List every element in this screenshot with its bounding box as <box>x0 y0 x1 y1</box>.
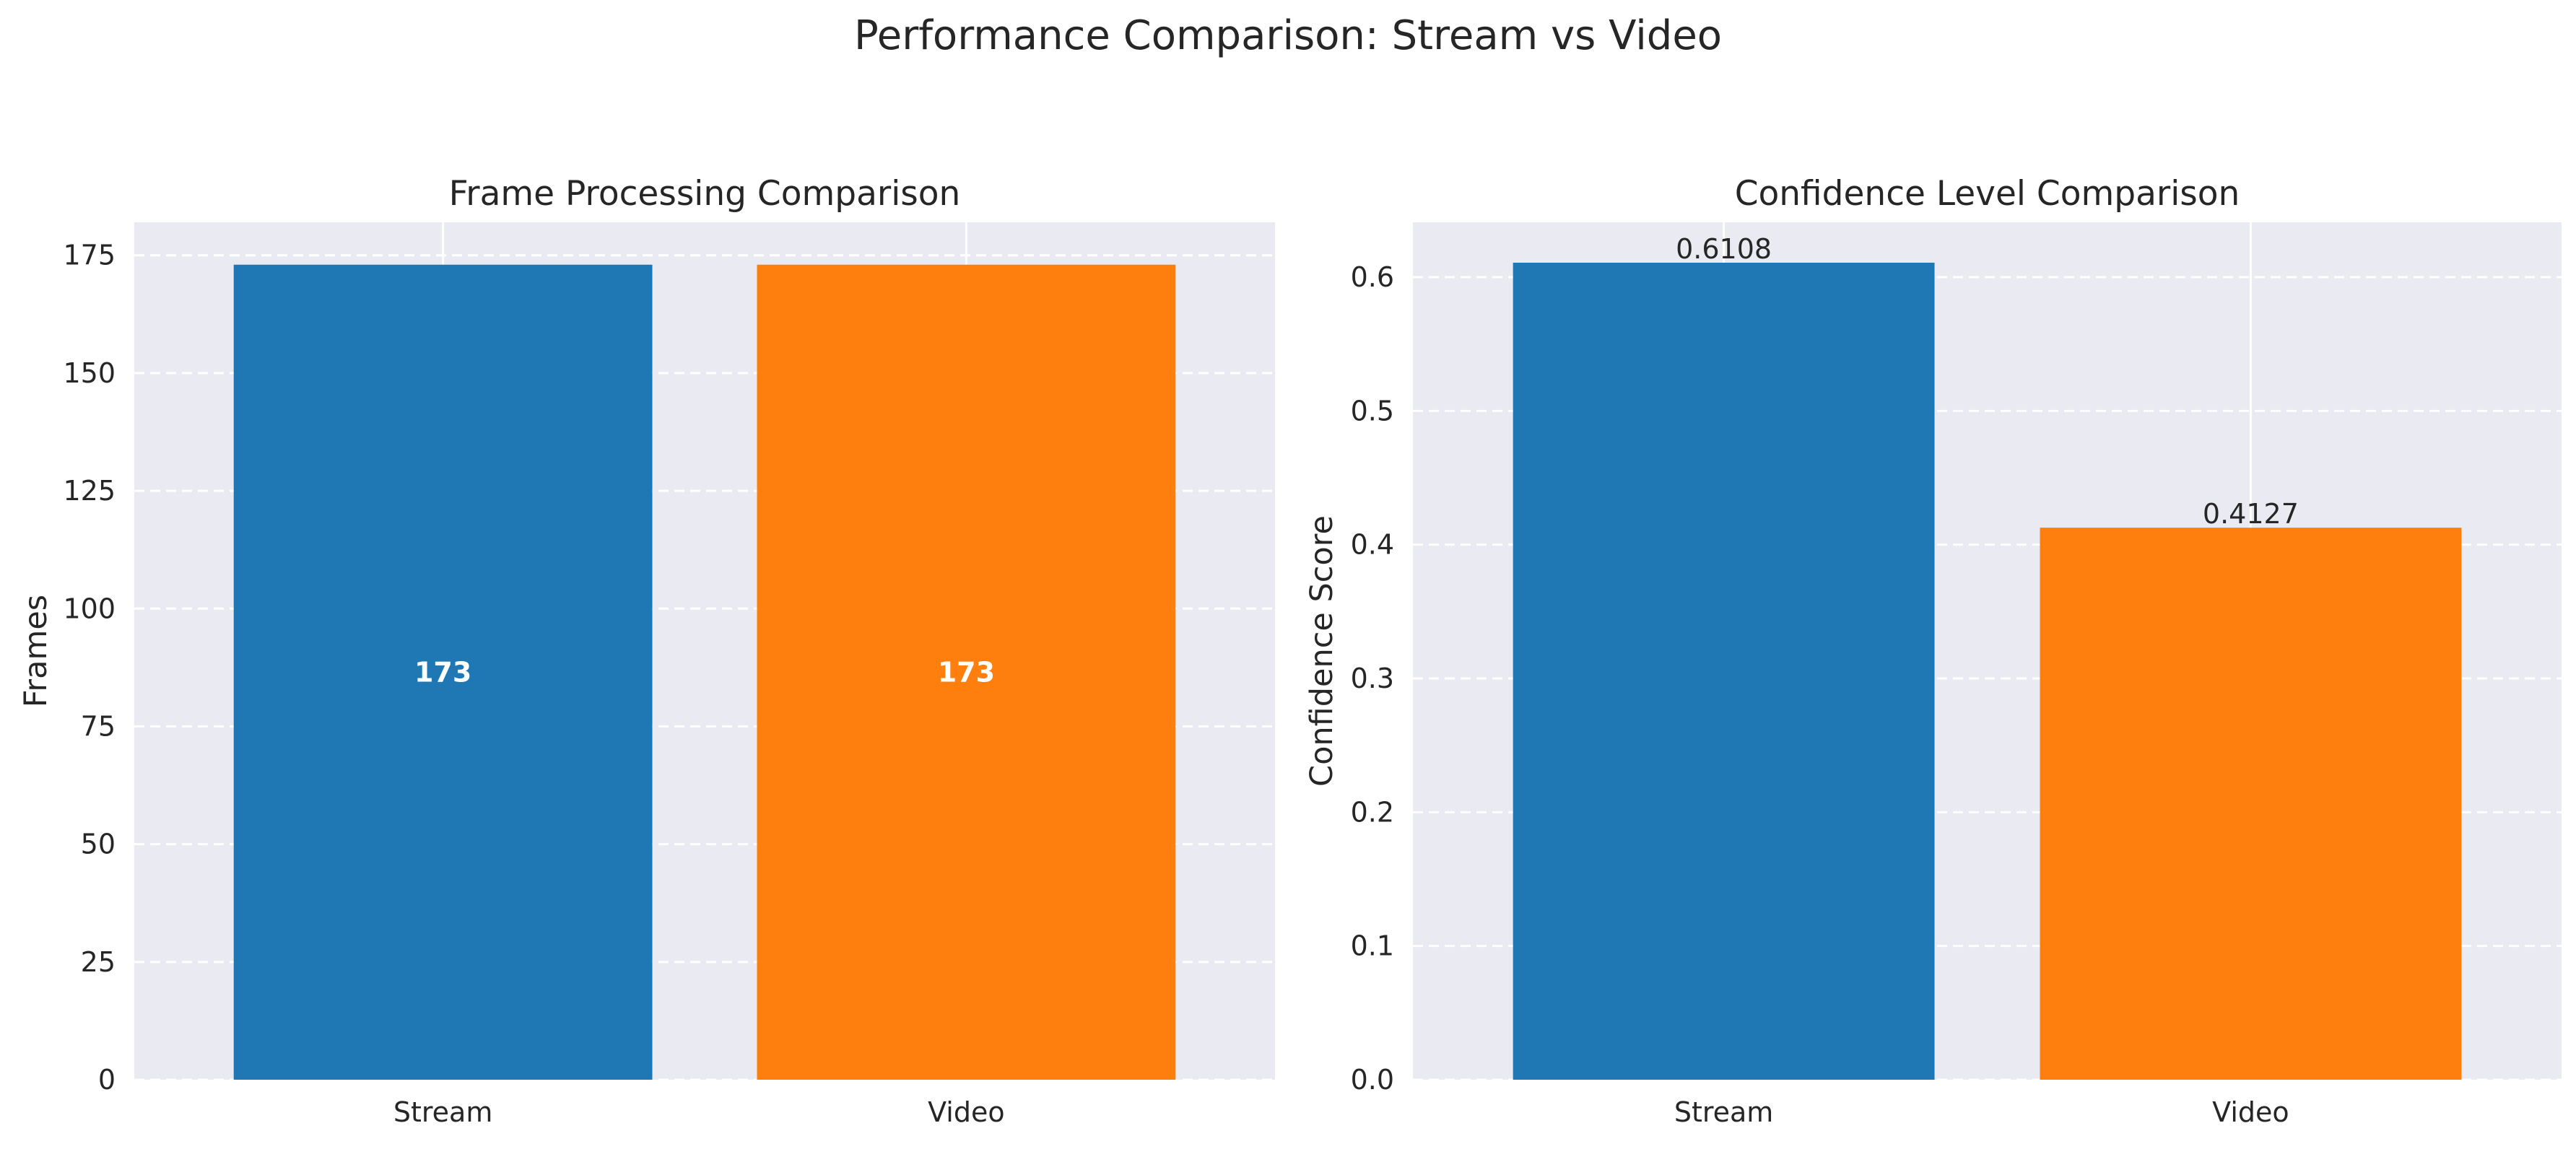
y-tick-label: 0.3 <box>1351 663 1394 694</box>
y-tick-label: 150 <box>63 357 116 389</box>
bar-value-label: 173 <box>938 656 995 688</box>
y-axis-label: Confidence Score <box>1304 515 1340 787</box>
bar-value-label: 173 <box>414 656 471 688</box>
y-tick-label: 0 <box>98 1064 116 1096</box>
figure-title: Performance Comparison: Stream vs Video <box>854 12 1722 59</box>
y-tick-label: 50 <box>81 829 116 860</box>
y-tick-label: 0.2 <box>1351 796 1394 828</box>
bar-value-label: 0.6108 <box>1676 233 1772 265</box>
bar-video <box>757 264 1176 1080</box>
y-tick-label: 0.0 <box>1351 1064 1394 1096</box>
y-tick-label: 25 <box>81 946 116 978</box>
bar-stream <box>233 264 653 1080</box>
x-tick-label: Stream <box>1674 1096 1774 1128</box>
bar-value-label: 0.4127 <box>2203 498 2299 530</box>
x-tick-label: Video <box>928 1096 1004 1128</box>
confidence-level-chart: 0.6108 0.4127 0.0 0.1 0.2 0.3 0.4 0.5 0.6 Stream V… <box>1304 174 2562 1128</box>
y-tick-label: 0.5 <box>1351 395 1394 427</box>
chart-title: Confidence Level Comparison <box>1735 174 2240 214</box>
x-tick-label: Video <box>2212 1096 2289 1128</box>
y-tick-label: 175 <box>63 240 116 271</box>
y-tick-label: 0.6 <box>1351 261 1394 293</box>
y-tick-label: 0.4 <box>1351 529 1394 561</box>
y-tick-label: 75 <box>81 710 116 742</box>
bar-stream <box>1513 262 1935 1080</box>
y-tick-label: 100 <box>63 593 116 624</box>
y-axis-label: Frames <box>18 595 54 707</box>
y-tick-label: 0.1 <box>1351 930 1394 962</box>
frame-processing-chart: 173 173 0 25 50 75 100 125 150 175 Stream Video Fram… <box>18 174 1275 1128</box>
bar-video <box>2040 528 2462 1080</box>
chart-title: Frame Processing Comparison <box>449 174 961 214</box>
y-tick-label: 125 <box>63 475 116 507</box>
x-tick-label: Stream <box>393 1096 493 1128</box>
